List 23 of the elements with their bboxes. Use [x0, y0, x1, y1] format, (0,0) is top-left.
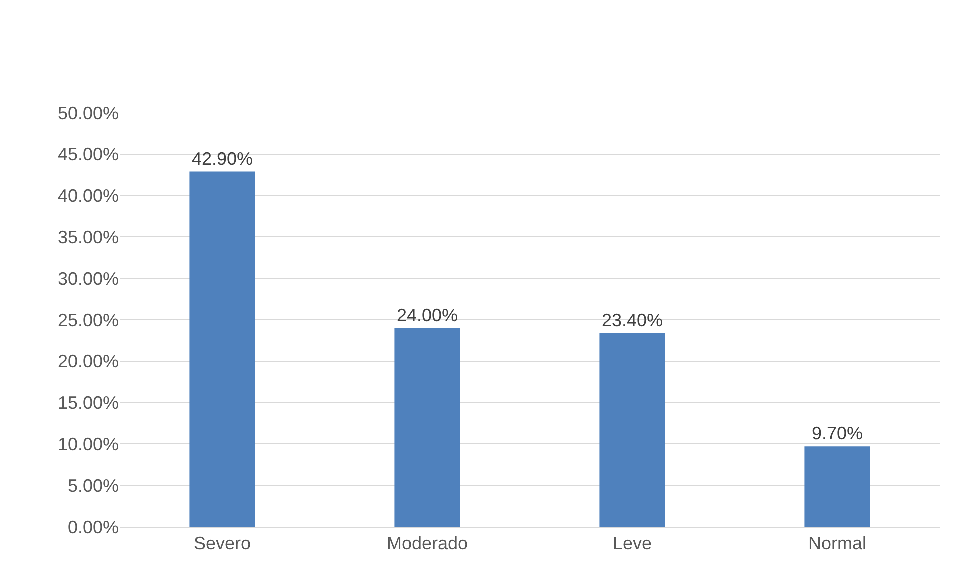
y-tick-label: 10.00% — [58, 434, 119, 454]
y-tick-label: 20.00% — [58, 352, 119, 372]
data-label: 9.70% — [812, 424, 864, 444]
y-tick-label: 25.00% — [58, 310, 119, 330]
x-tick-label: Leve — [612, 534, 652, 554]
y-tick-label: 15.00% — [58, 393, 119, 414]
bar — [190, 172, 256, 527]
bar — [600, 333, 666, 527]
x-tick-label: Severo — [194, 534, 252, 554]
y-tick-label: 50.00% — [58, 103, 119, 124]
data-label: 42.90% — [192, 148, 254, 169]
y-tick-label: 40.00% — [58, 186, 119, 206]
y-tick-label: 5.00% — [68, 476, 119, 496]
x-tick-label: Normal — [808, 534, 867, 554]
bar — [394, 328, 460, 527]
data-label: 23.40% — [602, 310, 664, 330]
y-tick-label: 45.00% — [58, 144, 119, 165]
data-label: 24.00% — [396, 305, 458, 326]
y-tick-label: 0.00% — [68, 517, 119, 538]
x-tick-label: Moderado — [386, 534, 468, 554]
bar — [804, 446, 870, 527]
y-tick-label: 35.00% — [58, 228, 119, 248]
y-tick-label: 30.00% — [58, 268, 119, 289]
